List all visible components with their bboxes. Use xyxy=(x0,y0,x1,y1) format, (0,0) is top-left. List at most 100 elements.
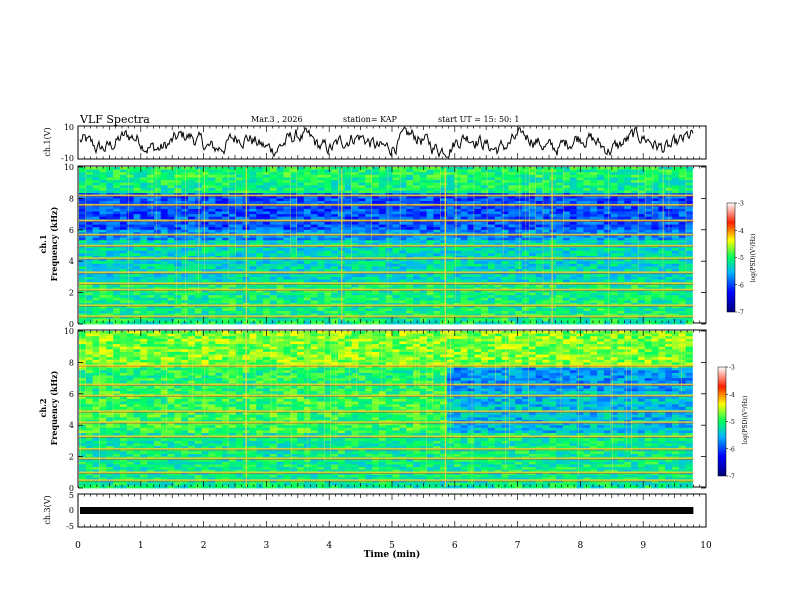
spec-cell xyxy=(481,224,489,228)
spec-cell xyxy=(549,167,557,170)
spec-cell xyxy=(603,185,611,189)
spec-cell xyxy=(419,190,427,194)
spec-cell xyxy=(229,214,237,218)
spec-cell xyxy=(256,261,264,265)
spec-cell xyxy=(528,266,537,270)
spec-cell xyxy=(583,216,591,220)
spec-cell xyxy=(147,198,155,202)
spec-cell xyxy=(610,195,618,199)
spec-cell xyxy=(263,237,271,241)
spec-cell xyxy=(631,235,639,238)
spec-cell xyxy=(406,180,414,184)
spec-cell xyxy=(378,248,387,252)
spec-cell xyxy=(201,258,209,262)
spec-cell xyxy=(290,198,298,202)
spec-cell xyxy=(392,305,400,309)
spec-cell xyxy=(535,195,543,199)
spec-cell xyxy=(317,250,325,254)
spec-cell xyxy=(317,177,325,181)
spec-cell xyxy=(378,237,387,241)
spec-cell xyxy=(631,167,639,170)
spec-cell xyxy=(344,250,352,254)
spec-cell xyxy=(481,258,489,262)
spec-cell xyxy=(215,279,223,283)
spec-cell xyxy=(147,279,155,283)
spec-cell xyxy=(556,169,564,173)
spec-cell xyxy=(385,201,393,204)
spec-cell xyxy=(310,248,318,252)
spec-cell xyxy=(488,169,496,173)
spec-cell xyxy=(460,227,468,231)
spec-cell xyxy=(488,266,496,270)
spec-cell xyxy=(276,169,284,173)
spec-cell xyxy=(597,290,605,293)
spec-cell xyxy=(378,266,387,270)
spec-cell xyxy=(460,269,468,273)
spec-cell xyxy=(276,300,284,304)
spec-cell xyxy=(276,198,284,202)
spec-cell xyxy=(222,206,230,210)
spec-cell xyxy=(603,195,611,199)
spec-cell xyxy=(79,284,87,288)
spec-cell xyxy=(644,167,652,170)
spec-cell xyxy=(556,258,564,262)
spec-cell xyxy=(378,206,387,210)
spec-cell xyxy=(85,174,93,178)
spec-cell xyxy=(624,174,632,178)
spec-cell xyxy=(317,269,325,273)
spec-cell xyxy=(672,235,680,238)
spec-cell xyxy=(474,240,482,244)
spec-cell xyxy=(515,274,523,278)
spec-cell xyxy=(188,266,196,270)
spec-cell xyxy=(481,227,489,231)
spec-cell xyxy=(549,187,557,191)
spec-cell xyxy=(113,279,121,283)
spec-cell xyxy=(208,169,216,173)
spec-cell xyxy=(85,258,93,262)
spec-cell xyxy=(542,308,550,312)
spec-cell xyxy=(678,237,686,241)
spec-cell xyxy=(631,169,639,173)
spec-cell xyxy=(317,279,325,283)
spec-cell xyxy=(235,237,243,241)
spec-cell xyxy=(133,284,141,288)
spec-cell xyxy=(508,269,516,273)
spec-cell xyxy=(385,250,393,254)
spec-cell xyxy=(583,266,591,270)
spec-cell xyxy=(263,216,271,220)
spec-cell xyxy=(215,177,223,181)
spec-cell xyxy=(119,172,128,176)
spec-cell xyxy=(372,169,380,173)
spec-cell xyxy=(174,263,182,267)
spec-cell xyxy=(283,274,291,278)
spec-cell xyxy=(263,240,271,244)
spec-cell xyxy=(399,308,407,312)
spec-cell xyxy=(92,187,100,191)
spec-cell xyxy=(99,279,107,283)
spec-cell xyxy=(331,208,339,212)
spec-cell xyxy=(310,195,318,199)
spec-cell xyxy=(276,292,284,296)
spec-cell xyxy=(637,284,646,288)
spec-cell xyxy=(651,240,659,244)
spec-cell xyxy=(576,263,584,267)
spec-cell xyxy=(113,263,121,267)
spec-cell xyxy=(528,258,537,262)
spec-cell xyxy=(229,185,237,189)
spec-cell xyxy=(617,258,625,262)
spec-cell xyxy=(160,216,168,220)
spec-cell xyxy=(208,206,216,210)
spec-cell xyxy=(154,214,162,218)
spec-cell xyxy=(549,266,557,270)
spec-cell xyxy=(644,180,652,184)
spec-cell xyxy=(310,269,318,273)
spec-cell xyxy=(92,263,100,267)
spec-cell xyxy=(113,190,121,194)
spec-cell xyxy=(256,235,264,238)
spec-cell xyxy=(392,279,400,283)
spec-cell xyxy=(331,211,339,215)
spec-cell xyxy=(106,292,114,296)
spec-cell xyxy=(385,227,393,231)
spec-cell xyxy=(426,214,434,218)
spec-cell xyxy=(447,211,455,215)
